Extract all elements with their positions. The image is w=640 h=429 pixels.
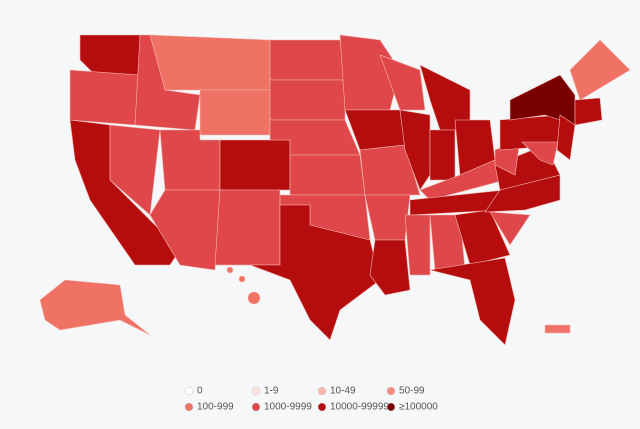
legend-swatch — [386, 386, 396, 396]
region — [269, 39, 346, 81]
legend-label: 1-9 — [264, 386, 279, 397]
region — [226, 266, 234, 274]
region — [149, 189, 221, 271]
region — [69, 69, 141, 126]
region — [489, 211, 531, 246]
region — [521, 141, 559, 166]
region — [569, 39, 631, 101]
region — [79, 34, 141, 76]
legend-swatch — [386, 402, 396, 412]
legend-swatch — [317, 402, 327, 412]
legend-label: 10000-99999 — [330, 402, 389, 413]
region — [289, 154, 366, 196]
legend-swatch — [184, 402, 194, 412]
legend-swatch — [317, 386, 327, 396]
legend-label: 1000-9999 — [264, 402, 312, 413]
region — [574, 97, 603, 126]
legend-swatch — [251, 386, 261, 396]
region — [429, 257, 516, 346]
region — [269, 79, 346, 121]
legend: 0 1-9 10-49 50-99 100-999 1000-9999 10000-9999… — [184, 386, 438, 413]
legend-label: ≥100000 — [399, 402, 438, 413]
legend-swatch — [251, 402, 261, 412]
region — [39, 279, 151, 336]
region — [359, 144, 421, 196]
region — [149, 34, 271, 91]
legend-swatch — [184, 386, 194, 396]
region — [247, 291, 261, 305]
legend-label: 0 — [197, 386, 203, 397]
region — [399, 109, 431, 191]
region — [544, 324, 571, 334]
legend-label: 10-49 — [330, 386, 356, 397]
legend-label: 100-999 — [197, 402, 234, 413]
region — [214, 189, 281, 266]
legend-label: 50-99 — [399, 386, 425, 397]
region — [429, 129, 456, 181]
region — [454, 209, 511, 266]
region — [199, 89, 271, 136]
region — [379, 54, 426, 111]
region — [249, 204, 381, 341]
region — [556, 114, 576, 161]
us-map — [39, 34, 631, 346]
region — [404, 214, 431, 276]
region — [219, 139, 291, 191]
region — [238, 275, 246, 283]
region — [369, 239, 411, 296]
